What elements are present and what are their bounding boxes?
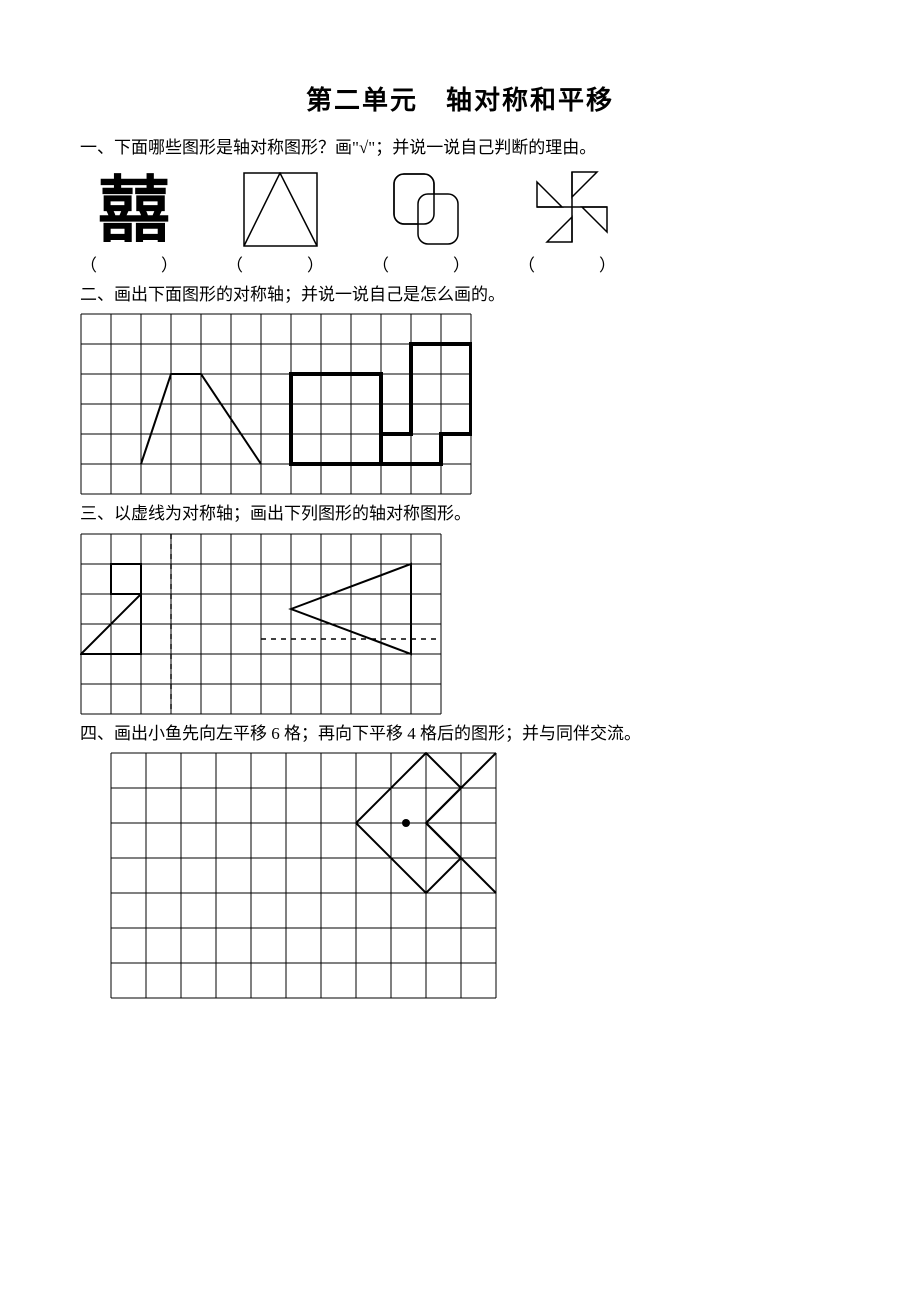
q1-fig-3: （ ） <box>372 172 480 276</box>
worksheet-page: 第二单元 轴对称和平移 一、下面哪些图形是轴对称图形？画"√"；并说一说自己判断… <box>0 0 920 1303</box>
q1-fig-1: 囍 （ ） <box>80 175 188 276</box>
q2-grid <box>80 313 472 495</box>
q1-paren-4: （ ） <box>518 251 626 276</box>
q1-figures-row: 囍 （ ） （ ） （ ） <box>80 167 840 276</box>
double-happiness-icon: 囍 <box>98 175 170 247</box>
q3-prompt: 三、以虚线为对称轴；画出下列图形的轴对称图形。 <box>80 501 840 527</box>
q2-prompt: 二、画出下面图形的对称轴；并说一说自己是怎么画的。 <box>80 282 840 308</box>
page-title: 第二单元 轴对称和平移 <box>80 80 840 117</box>
pinwheel-icon <box>527 167 617 247</box>
q1-paren-3: （ ） <box>372 251 480 276</box>
q1-paren-1: （ ） <box>80 251 188 276</box>
q1-fig-4: （ ） <box>518 167 626 276</box>
overlap-rects-icon <box>392 172 460 247</box>
q1-prompt: 一、下面哪些图形是轴对称图形？画"√"；并说一说自己判断的理由。 <box>80 135 840 161</box>
q4-grid <box>110 752 497 999</box>
q4-prompt: 四、画出小鱼先向左平移 6 格；再向下平移 4 格后的图形；并与同伴交流。 <box>80 721 840 747</box>
q3-grid <box>80 533 442 715</box>
q1-fig-2: （ ） <box>226 172 334 276</box>
square-triangle-icon <box>243 172 318 247</box>
q1-paren-2: （ ） <box>226 251 334 276</box>
